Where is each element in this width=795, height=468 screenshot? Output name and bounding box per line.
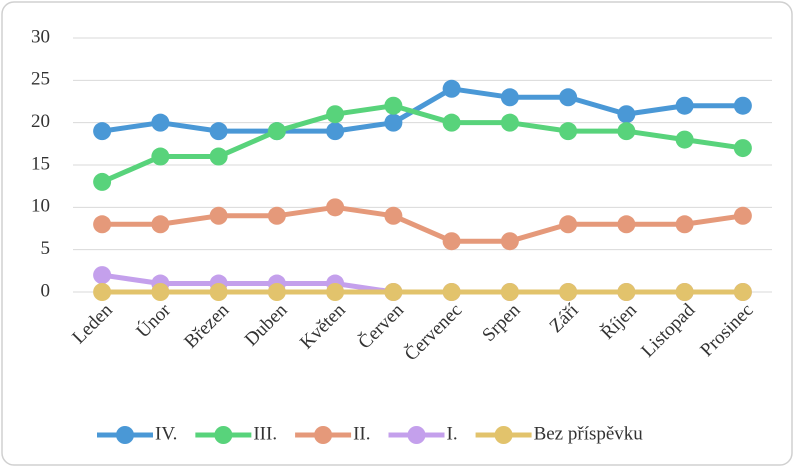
point	[617, 105, 636, 124]
series-line	[101, 103, 744, 185]
point	[209, 283, 228, 301]
point	[617, 122, 636, 141]
point	[326, 122, 345, 141]
point	[500, 113, 519, 132]
point	[500, 283, 519, 301]
point	[209, 147, 228, 166]
legend-label: III.	[253, 423, 277, 444]
y-tick-label: 30	[31, 26, 50, 47]
point	[559, 283, 578, 301]
point	[733, 96, 752, 115]
point	[617, 283, 636, 301]
point	[675, 96, 694, 115]
point	[384, 206, 403, 225]
point	[559, 88, 578, 107]
point	[93, 172, 112, 191]
point	[326, 198, 345, 217]
y-tick-label: 0	[41, 280, 51, 301]
point	[559, 122, 578, 141]
legend-marker	[314, 426, 333, 444]
legend-label: Bez příspěvku	[534, 423, 644, 444]
legend-marker	[116, 426, 134, 444]
y-tick-label: 20	[31, 111, 50, 132]
point	[151, 113, 170, 132]
legend-marker	[214, 426, 233, 444]
legend-item: II.	[295, 423, 371, 444]
point	[733, 283, 752, 301]
point	[675, 130, 694, 149]
legend-marker	[494, 426, 513, 444]
point	[442, 283, 461, 301]
point	[442, 232, 461, 251]
legend-label: II.	[353, 423, 370, 444]
point	[733, 206, 752, 225]
point	[617, 215, 636, 234]
point	[500, 88, 519, 107]
series-line	[101, 86, 743, 134]
point	[267, 122, 286, 141]
point	[559, 215, 578, 234]
y-tick-label: 25	[31, 69, 50, 90]
point	[733, 139, 752, 158]
point	[209, 206, 228, 225]
point	[384, 283, 403, 301]
point	[151, 215, 170, 234]
point	[93, 215, 112, 234]
point	[267, 283, 286, 301]
legend-label: I.	[447, 423, 458, 444]
y-tick-label: 15	[31, 153, 50, 174]
point	[93, 266, 112, 285]
y-tick-label: 5	[41, 238, 51, 259]
point	[151, 147, 170, 166]
series-line	[102, 204, 744, 244]
point	[209, 122, 228, 141]
legend-item: IV.	[97, 423, 177, 444]
legend-marker	[407, 426, 426, 444]
point	[151, 283, 170, 301]
point	[93, 122, 112, 141]
point	[326, 105, 345, 124]
point	[326, 283, 345, 301]
legend-item: Bez příspěvku	[475, 423, 644, 444]
point	[93, 283, 112, 301]
legend-item: I.	[388, 423, 458, 444]
legend-label: IV.	[155, 423, 177, 444]
point	[442, 79, 461, 98]
point	[384, 113, 403, 132]
point	[500, 232, 519, 251]
point	[384, 96, 403, 115]
point	[267, 206, 286, 225]
legend-item: III.	[195, 423, 277, 444]
point	[675, 283, 694, 301]
y-tick-label: 10	[31, 196, 50, 217]
point	[675, 215, 694, 234]
point	[442, 113, 461, 132]
